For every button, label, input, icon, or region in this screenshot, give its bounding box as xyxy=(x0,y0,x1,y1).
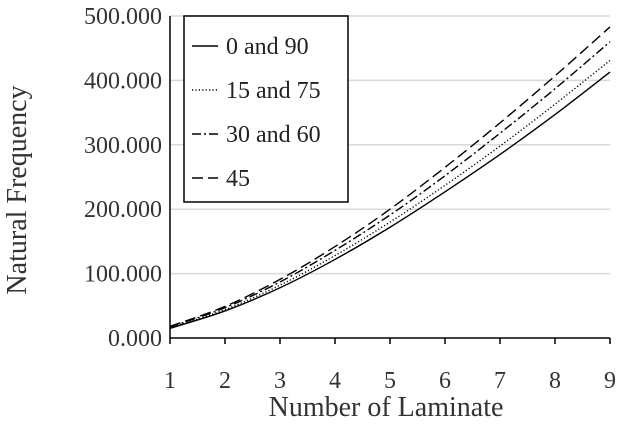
x-tick-label: 9 xyxy=(604,368,616,394)
series-lines xyxy=(169,26,611,330)
x-tick-label: 5 xyxy=(384,368,396,394)
legend-box xyxy=(183,15,349,203)
legend-label-3: 30 and 60 xyxy=(226,122,321,148)
legend-label-2: 15 and 75 xyxy=(226,78,321,104)
series-line-4 xyxy=(169,26,611,328)
x-tick-label: 6 xyxy=(439,368,451,394)
x-tick-label: 4 xyxy=(329,368,341,394)
y-axis-title: Natural Frequency xyxy=(2,85,33,294)
y-tick-label: 200.000 xyxy=(84,197,162,223)
x-tick-label: 8 xyxy=(549,368,561,394)
legend-label-1: 0 and 90 xyxy=(226,34,309,60)
axes xyxy=(169,16,611,344)
y-tick-label: 0.000 xyxy=(108,326,162,352)
tick-labels: 0.000 100.000 200.000 300.000 400.000 500.000… xyxy=(84,4,616,394)
x-tick-label: 2 xyxy=(219,368,231,394)
x-axis-title: Number of Laminate xyxy=(269,392,504,423)
series-line-1 xyxy=(169,71,611,330)
x-tick-label: 7 xyxy=(494,368,506,394)
legend: 0 and 90 15 and 75 30 and 60 45 xyxy=(183,15,349,203)
legend-label-4: 45 xyxy=(226,166,250,192)
series-line-3 xyxy=(169,41,611,328)
y-tick-label: 100.000 xyxy=(84,262,162,288)
y-tick-label: 400.000 xyxy=(84,68,162,94)
series-line-2 xyxy=(169,59,611,329)
x-tick-label: 1 xyxy=(164,368,176,394)
x-tick-label: 3 xyxy=(274,368,286,394)
y-tick-label: 300.000 xyxy=(84,133,162,159)
y-tick-label: 500.000 xyxy=(84,4,162,30)
